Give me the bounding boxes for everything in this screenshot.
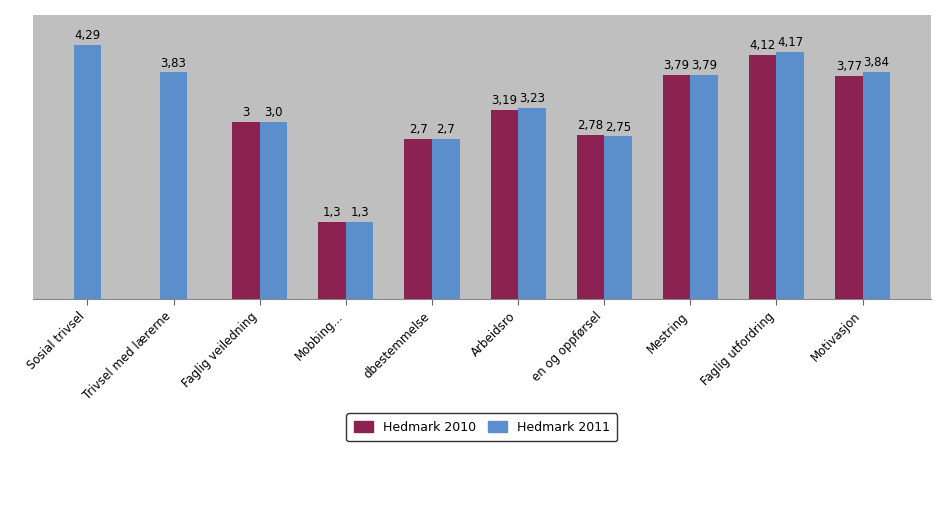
Bar xyxy=(691,75,718,300)
Bar xyxy=(232,122,260,300)
Text: 2,75: 2,75 xyxy=(604,120,631,134)
Text: 3,19: 3,19 xyxy=(491,95,517,107)
Bar xyxy=(318,223,346,300)
Bar xyxy=(577,135,604,300)
Text: 2,7: 2,7 xyxy=(436,123,455,137)
Text: 3,77: 3,77 xyxy=(835,60,862,73)
Text: 3,79: 3,79 xyxy=(663,59,690,72)
Legend: Hedmark 2010, Hedmark 2011: Hedmark 2010, Hedmark 2011 xyxy=(346,413,618,441)
Text: 1,3: 1,3 xyxy=(350,207,369,219)
Text: 3,79: 3,79 xyxy=(692,59,717,72)
Text: 4,12: 4,12 xyxy=(749,40,776,52)
Bar xyxy=(777,52,804,300)
Text: 3,84: 3,84 xyxy=(864,56,889,69)
Bar xyxy=(260,122,288,300)
Bar xyxy=(432,139,460,300)
Bar xyxy=(518,108,546,300)
Text: 2,78: 2,78 xyxy=(577,119,604,132)
Text: 3,0: 3,0 xyxy=(264,106,283,119)
Bar xyxy=(74,45,101,300)
Bar xyxy=(160,72,187,300)
Bar xyxy=(749,56,777,300)
Text: 3,83: 3,83 xyxy=(161,57,186,69)
Text: 2,7: 2,7 xyxy=(409,123,428,137)
Text: 3: 3 xyxy=(242,106,250,119)
Bar xyxy=(491,111,518,300)
Text: 1,3: 1,3 xyxy=(323,207,342,219)
Bar xyxy=(835,76,863,300)
Text: 3,23: 3,23 xyxy=(518,92,545,105)
Bar xyxy=(346,223,374,300)
Text: 4,17: 4,17 xyxy=(777,36,803,49)
Bar xyxy=(863,72,890,300)
Bar xyxy=(404,139,432,300)
Text: 4,29: 4,29 xyxy=(75,29,100,42)
Bar xyxy=(604,137,632,300)
Bar xyxy=(663,75,691,300)
